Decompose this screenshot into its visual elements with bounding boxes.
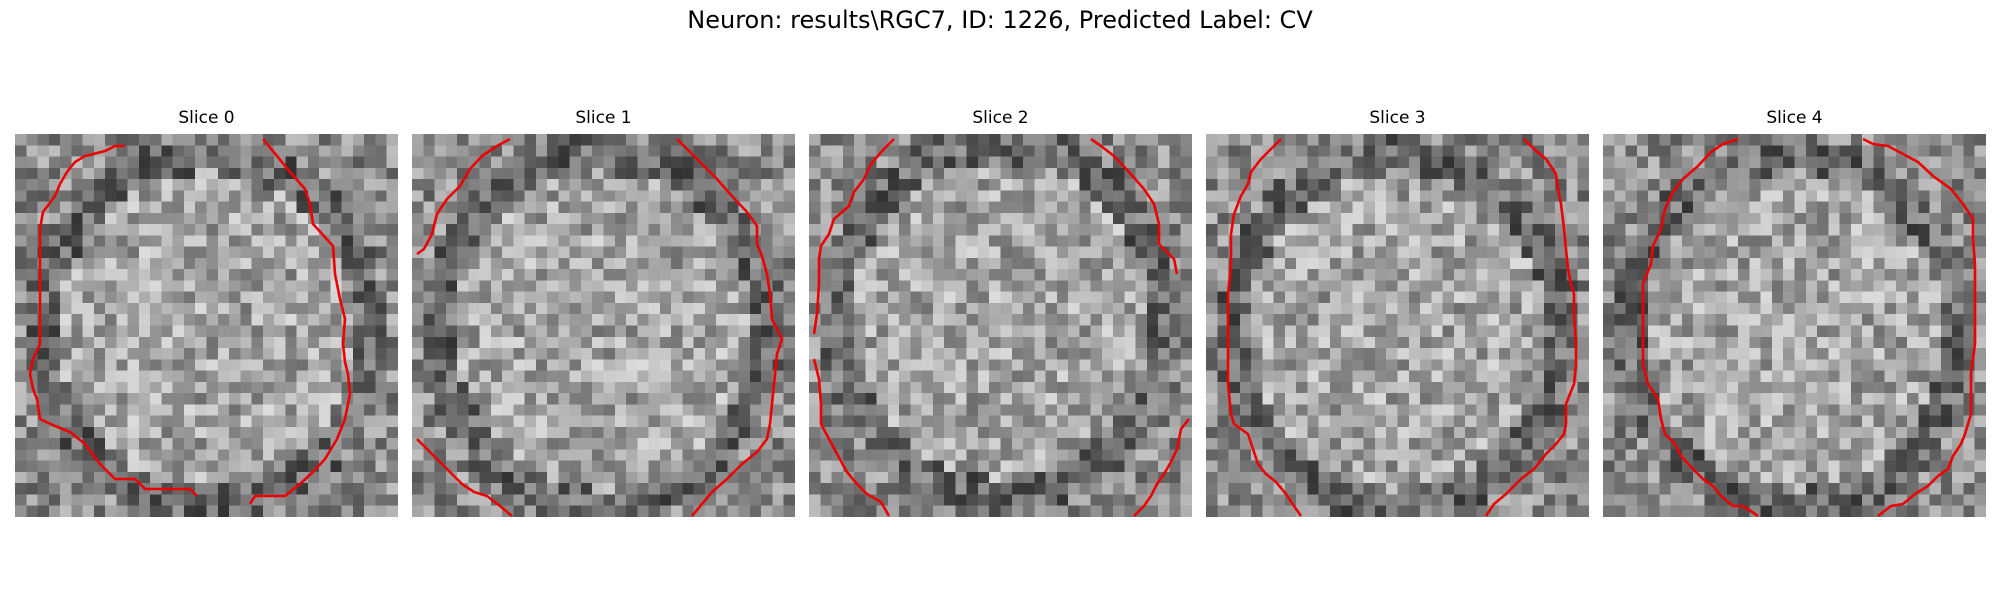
cell-contour-left	[1226, 138, 1303, 517]
figure-title: Neuron: results\RGC7, ID: 1226, Predicte…	[687, 6, 1313, 34]
microscopy-image	[1603, 134, 1986, 517]
slice-image-3	[1206, 134, 1589, 517]
slice-title: Slice 1	[575, 108, 632, 128]
slice-title: Slice 3	[1369, 108, 1426, 128]
contour-overlay	[1226, 138, 1578, 517]
slice-title: Slice 4	[1766, 108, 1823, 128]
cell-contour-top-left	[812, 138, 895, 335]
cell-contour-left	[416, 137, 511, 256]
cell-contour-left	[28, 144, 198, 497]
cell-contour-right	[676, 138, 784, 517]
slice-title: Slice 2	[972, 108, 1029, 128]
contour-overlay	[1641, 137, 1977, 518]
slice-panel-4: Slice 4	[1603, 106, 1986, 518]
slice-image-0	[15, 134, 398, 517]
microscopy-image	[809, 134, 1192, 517]
cell-contour-top-right	[1090, 137, 1179, 275]
cell-contour-bottom-right	[1133, 418, 1191, 517]
slice-image-4	[1603, 134, 1986, 518]
microscopy-image	[412, 134, 795, 517]
cell-contour-bottom-left	[812, 358, 891, 517]
cell-contour-right	[1862, 137, 1977, 518]
slice-panel-3: Slice 3	[1206, 106, 1589, 517]
cell-contour-right	[1484, 138, 1578, 517]
cell-contour-bottom-left	[416, 438, 513, 517]
contour-overlay	[416, 137, 784, 517]
slice-panel-0: Slice 0	[15, 106, 398, 517]
slice-image-1	[412, 134, 795, 517]
slice-panel-1: Slice 1	[412, 106, 795, 517]
contour-overlay	[28, 138, 352, 505]
slice-image-2	[809, 134, 1192, 517]
slice-panel-2: Slice 2	[809, 106, 1192, 517]
contour-overlay	[812, 137, 1191, 517]
microscopy-image	[15, 134, 398, 517]
cell-contour-right	[248, 138, 352, 505]
microscopy-image	[1206, 134, 1589, 517]
cell-contour-left	[1641, 137, 1759, 518]
slice-title: Slice 0	[178, 108, 235, 128]
